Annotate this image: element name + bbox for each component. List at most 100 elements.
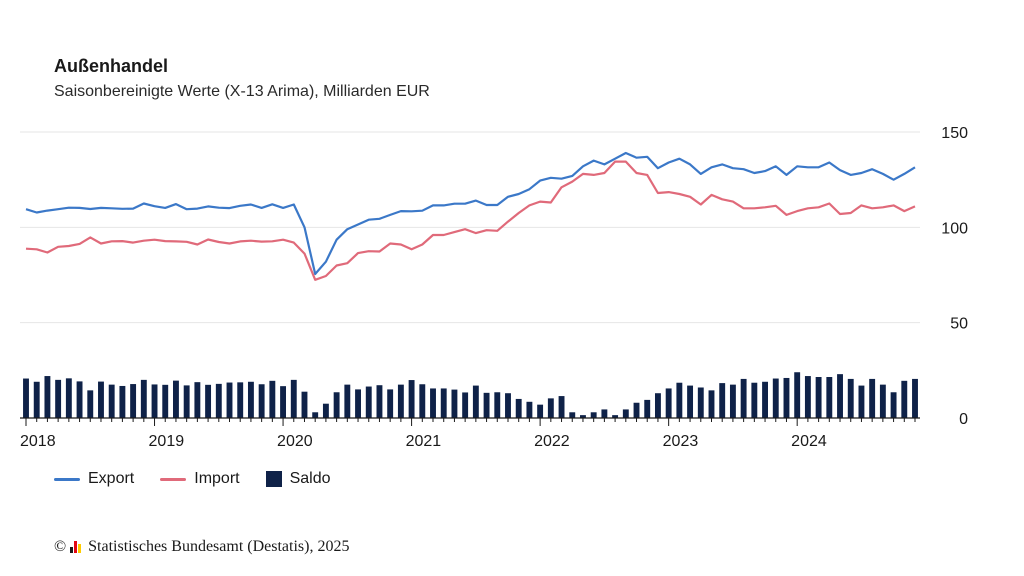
y-tick-label: 50 [950,316,968,333]
saldo-bar [215,383,222,418]
saldo-bar [140,379,147,418]
saldo-bar [312,412,319,418]
legend-item-import[interactable]: Import [160,470,240,488]
saldo-bar [408,380,415,418]
saldo-bar [837,374,843,418]
saldo-bar [269,380,276,418]
saldo-bar [451,389,458,418]
saldo-bar [901,380,908,418]
saldo-bar [847,378,854,418]
saldo-bar [869,378,876,418]
x-tick-label: 2020 [277,433,313,450]
saldo-bar [590,412,597,418]
saldo-bar [751,382,758,418]
saldo-bar [280,386,287,418]
saldo-bar [301,391,308,418]
saldo-bar [580,415,586,418]
saldo-bar [483,392,490,418]
saldo-bar [397,384,404,418]
legend-item-saldo[interactable]: Saldo [265,470,331,488]
saldo-bar [430,388,436,418]
y-tick-label: 150 [941,125,968,142]
saldo-bar [23,378,29,418]
saldo-bar [654,393,661,418]
saldo-bar [676,382,683,418]
line-export [25,151,916,276]
saldo-bar [44,376,51,418]
legend: Export Import Saldo [54,470,331,488]
x-tick-label: 2024 [791,433,827,450]
saldo-bar [151,384,158,418]
saldo-bar [376,385,383,418]
saldo-bar [804,376,811,418]
saldo-bar [537,404,544,418]
destatis-logo-icon [70,541,82,553]
saldo-bar [505,393,511,418]
x-tick-label: 2023 [663,433,699,450]
saldo-bar [119,385,126,418]
import-swatch [160,477,187,481]
export-swatch [54,477,80,481]
saldo-bar [515,398,522,418]
saldo-bar [440,388,447,418]
saldo-bar [687,385,694,418]
legend-label-export: Export [88,470,135,487]
saldo-bar [569,412,576,418]
saldo-bar [183,385,190,418]
x-tick-label: 2019 [149,433,185,450]
saldo-bar [697,387,704,418]
saldo-bar [344,384,351,418]
y-tick-label: 0 [959,411,968,428]
saldo-bar [173,380,179,418]
saldo-bar [633,402,640,418]
saldo-bar [826,377,833,418]
saldo-bar [108,384,115,418]
saldo-bar [644,399,651,418]
saldo-bar [526,401,533,418]
saldo-bar [226,382,233,418]
series-lines [25,151,916,281]
saldo-bar [622,409,629,418]
saldo-bar [76,381,83,418]
saldo-bar [879,384,886,418]
saldo-bar [237,382,244,418]
saldo-bar [912,378,918,418]
saldo-bar [601,409,608,418]
saldo-bar [719,383,726,418]
saldo-bar [890,392,897,418]
saldo-bar [322,403,329,418]
chart-title: Außenhandel [54,56,169,76]
axes: 0 50 100 150 2018 2019 2020 2021 2022 2023 2024 [20,125,968,450]
chart-subtitle: Saisonbereinigte Werte (X-13 Arima), Mil… [54,83,430,100]
source-text: Statistisches Bundesamt (Destatis), 2025 [88,538,350,555]
saldo-bar [740,378,747,418]
x-tick-label: 2021 [406,433,442,450]
saldo-bar [708,390,715,418]
saldo-bar [365,386,372,418]
saldo-bar [612,415,619,418]
saldo-bar [729,384,736,418]
saldo-bar [419,384,426,418]
x-tick-label: 2022 [534,433,570,450]
saldo-bar [258,384,265,418]
saldo-bars [23,372,918,418]
saldo-bar [665,388,672,418]
saldo-bar [87,390,94,418]
saldo-bar [33,381,40,418]
saldo-bar [162,384,169,418]
saldo-bar [355,389,361,418]
saldo-bar [762,381,768,418]
saldo-bar [55,379,62,418]
legend-label-saldo: Saldo [289,470,331,487]
saldo-bar [462,392,469,418]
saldo-bar [247,381,254,418]
saldo-bar [387,389,394,418]
x-tick-label: 2018 [20,433,56,450]
legend-item-export[interactable]: Export [54,470,134,488]
saldo-bar [547,398,554,418]
saldo-bar [98,381,104,418]
source-note: © Statistisches Bundesamt (Destatis), 20… [54,538,349,556]
saldo-bar [558,396,565,418]
saldo-bar [783,377,790,418]
